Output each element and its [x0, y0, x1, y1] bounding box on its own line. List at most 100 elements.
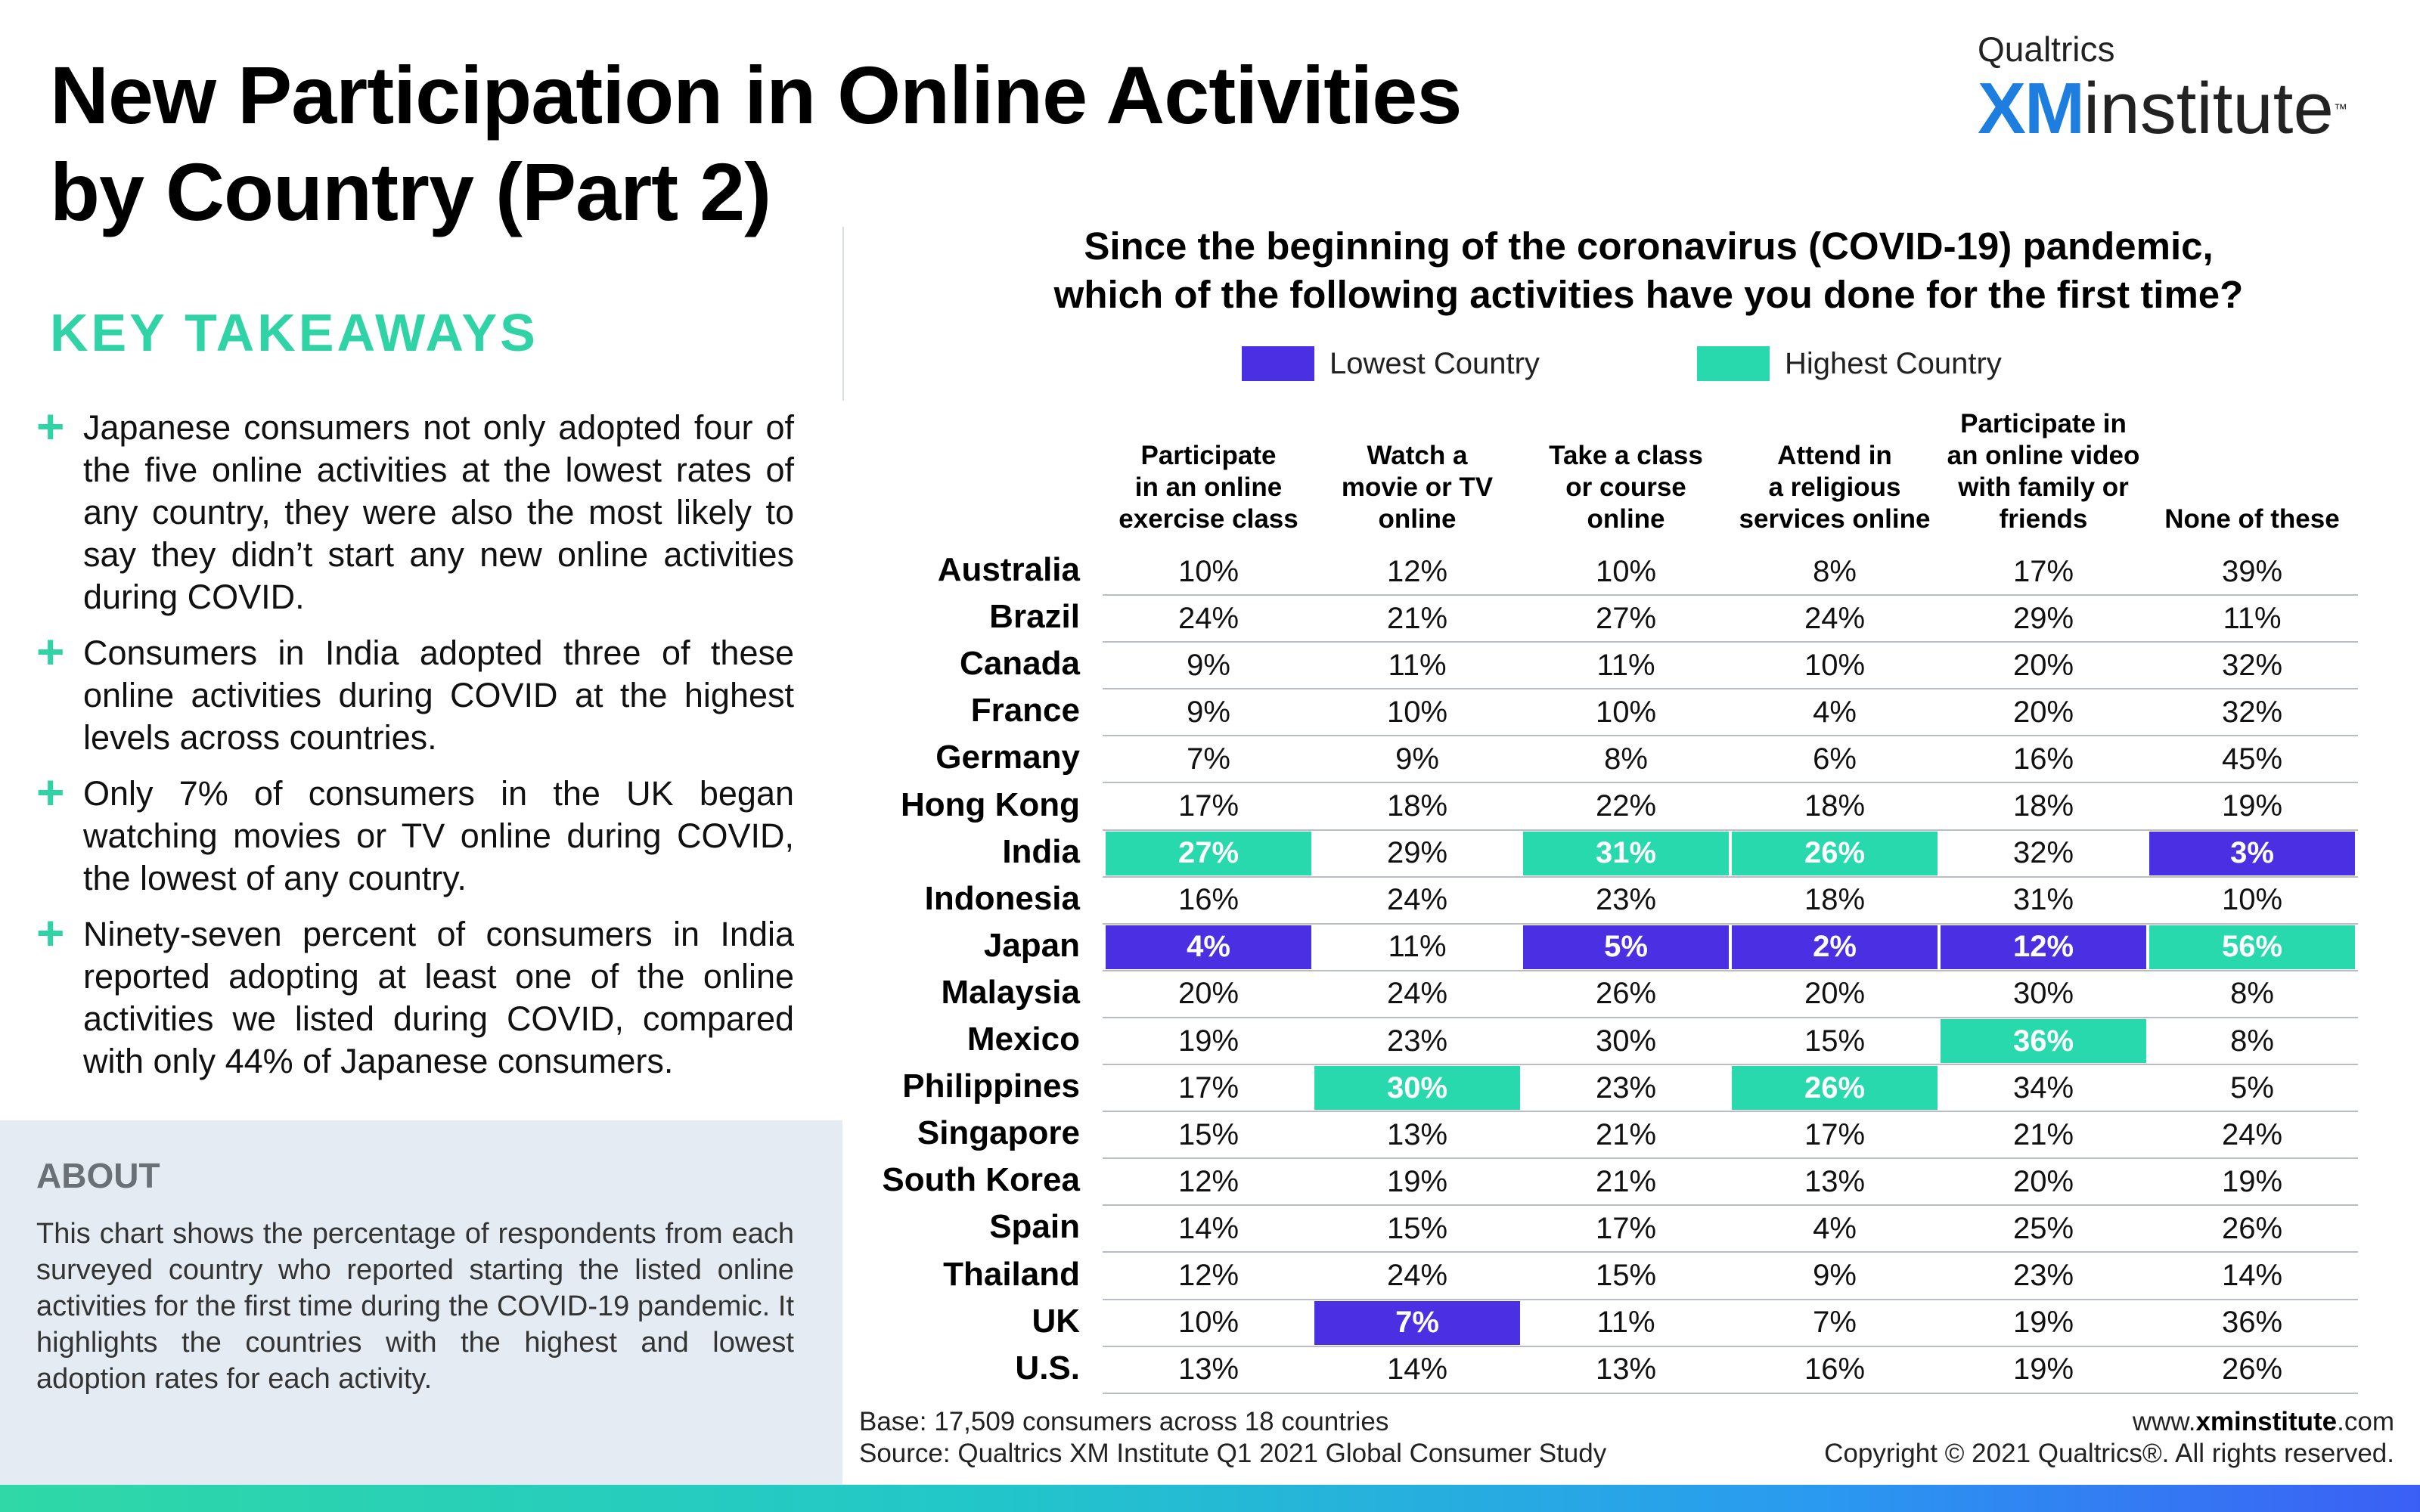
table-cell: 21% [1386, 601, 1448, 635]
country-label: Indonesia [924, 879, 1080, 917]
table-cell: 26% [2221, 1211, 2283, 1245]
takeaway-item: + Ninety-seven percent of consumers in In… [36, 909, 794, 1083]
footer-url-suffix: .com [2337, 1407, 2394, 1436]
footer-url-prefix: www. [2132, 1407, 2196, 1436]
cell-highest-country: 30% [1314, 1066, 1520, 1111]
plus-icon: + [36, 399, 65, 454]
table-cell: 9% [1813, 1259, 1857, 1292]
takeaway-item: + Japanese consumers not only adopted fou… [36, 402, 794, 618]
table-cell: 9% [1395, 742, 1439, 776]
column-header-line: Attend in [1777, 441, 1892, 470]
column-header-line: friends [1999, 504, 2088, 534]
legend-lowest: Lowest Country [1242, 345, 1540, 383]
country-label: Thailand [943, 1255, 1080, 1293]
table-cell: 20% [2012, 648, 2074, 682]
cell-lowest-country: 12% [1941, 925, 2146, 969]
table-cell: 34% [2012, 1070, 2074, 1105]
logo-trademark: ™ [2333, 101, 2347, 116]
table-cell: 15% [1595, 1259, 1657, 1292]
table-cell: 11% [1388, 930, 1447, 964]
cell-highest-country: 36% [1941, 1019, 2146, 1063]
table-cell: 20% [1177, 977, 1239, 1011]
table-cell: 26% [1595, 977, 1657, 1011]
row-separator [1103, 1393, 2358, 1394]
country-label: Germany [935, 739, 1080, 776]
table-cell: 6% [1813, 742, 1857, 776]
row-separator [1103, 829, 2358, 831]
table-cell: 19% [1386, 1164, 1448, 1198]
about-panel: ABOUT This chart shows the percentage of… [0, 1120, 842, 1485]
legend-lowest-swatch [1242, 346, 1314, 381]
xm-institute-logo: Qualtrics XMinstitute™ [1978, 29, 2371, 150]
takeaway-item: + Only 7% of consumers in the UK began wa… [36, 768, 794, 900]
table-cell: 27% [1595, 601, 1657, 635]
table-cell: 11% [2223, 601, 2282, 635]
table-cell: 4% [1813, 1211, 1857, 1245]
footer-url-bold: xminstitute [2195, 1407, 2338, 1436]
table-cell: 12% [1177, 1164, 1239, 1198]
column-header-line: Participate [1140, 441, 1277, 470]
legend-highest: Highest Country [1697, 345, 2002, 383]
key-takeaways-heading: KEY TAKEAWAYS [50, 303, 538, 362]
cell-lowest-country: 2% [1732, 925, 1938, 969]
row-separator [1103, 594, 2358, 596]
chart-question-line-2: which of the following activities have y… [1053, 273, 2244, 316]
column-header: Attend in a religious services online [1729, 399, 1941, 535]
row-separator [1103, 1111, 2358, 1112]
column-header: Take a class or course online [1520, 399, 1732, 535]
column-header-line: exercise class [1118, 504, 1298, 534]
row-separator [1103, 970, 2358, 971]
key-takeaways-list: + Japanese consumers not only adopted fou… [36, 402, 794, 1096]
plus-icon: + [36, 765, 65, 820]
about-text: This chart shows the percentage of respo… [36, 1218, 794, 1395]
table-cell: 16% [1177, 883, 1239, 917]
cell-lowest-country: 5% [1523, 925, 1729, 969]
page-title: New Participation in Online Activities b… [50, 47, 1638, 240]
logo-institute: institute [2083, 68, 2334, 149]
row-separator [1103, 1204, 2358, 1206]
takeaway-text: Only 7% of consumers in the UK began wat… [83, 774, 794, 897]
country-label: Hong Kong [900, 785, 1080, 823]
table-cell: 39% [2221, 554, 2283, 588]
section-divider [842, 227, 844, 401]
table-cell: 19% [2012, 1306, 2074, 1340]
table-cell: 23% [1595, 883, 1657, 917]
table-cell: 24% [1386, 977, 1448, 1011]
row-separator [1103, 688, 2358, 689]
table-cell: 24% [1177, 601, 1239, 635]
table-cell: 23% [2012, 1259, 2074, 1292]
footer-copyright: Copyright © 2021 Qualtrics®. All rights … [1824, 1439, 2394, 1468]
table-cell: 17% [1595, 1211, 1657, 1245]
footer-source: Source: Qualtrics XM Institute Q1 2021 G… [859, 1439, 1607, 1468]
legend-highest-label: Highest Country [1785, 346, 2002, 380]
table-cell: 18% [1804, 883, 1866, 917]
takeaway-item: + Consumers in India adopted three of the… [36, 627, 794, 759]
table-cell: 15% [1177, 1117, 1239, 1151]
table-cell: 8% [2230, 1024, 2274, 1058]
plus-icon: + [36, 624, 65, 679]
table-cell: 13% [1386, 1117, 1448, 1151]
footer-credits: www.xminstitute.com Copyright © 2021 Qua… [1824, 1406, 2394, 1470]
country-label: Japan [983, 926, 1080, 964]
cell-highest-country: 31% [1523, 831, 1729, 875]
column-header-line: an online video [1947, 441, 2140, 470]
column-header-line: Take a class [1549, 441, 1703, 470]
table-cell: 23% [1595, 1070, 1657, 1105]
column-header-line: Watch a [1367, 441, 1468, 470]
chart-question-line-1: Since the beginning of the coronavirus (… [1084, 225, 2214, 268]
row-separator [1103, 1157, 2358, 1159]
row-separator [1103, 1064, 2358, 1065]
country-label: U.S. [1015, 1349, 1080, 1387]
legend-lowest-label: Lowest Country [1329, 346, 1540, 380]
row-separator [1103, 1346, 2358, 1347]
row-separator [1103, 641, 2358, 643]
table-cell: 24% [1386, 1259, 1448, 1292]
logo-xm: XM [1978, 68, 2085, 149]
takeaway-text: Ninety-seven percent of consumers in Ind… [83, 915, 794, 1080]
table-cell: 19% [2221, 789, 2283, 823]
table-cell: 20% [1804, 977, 1866, 1011]
cell-lowest-country: 3% [2149, 831, 2355, 875]
country-label: Malaysia [941, 973, 1080, 1011]
table-cell: 21% [1595, 1117, 1657, 1151]
table-cell: 7% [1813, 1306, 1857, 1340]
